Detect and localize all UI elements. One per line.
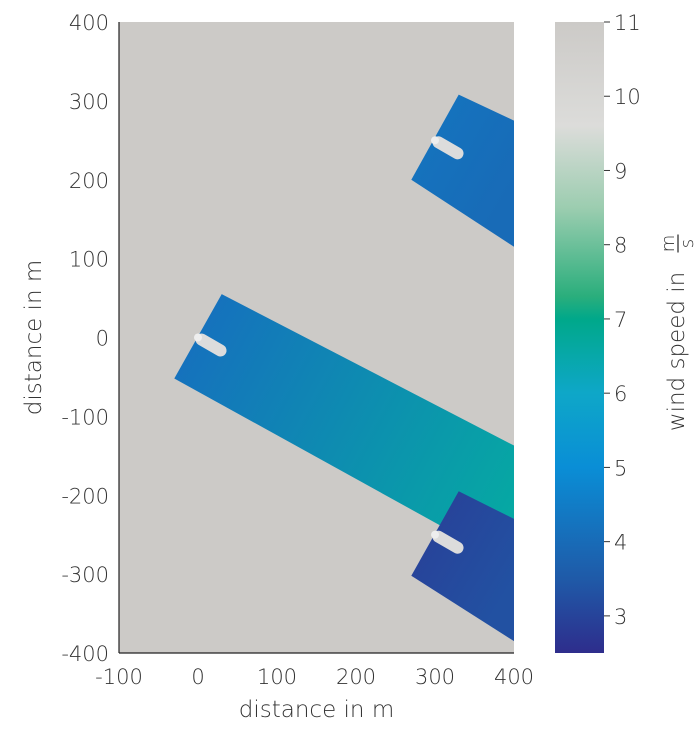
colorbar-tick-label: 9 [614,159,627,183]
y-tick-label: 0 [96,327,109,351]
colorbar-tick-label: 5 [614,456,627,480]
colorbar-tick-label: 3 [614,605,627,629]
colorbar-gradient [555,22,604,653]
y-tick-label: 300 [69,90,109,114]
y-tick-label: 100 [69,248,109,272]
x-tick-label: 0 [191,665,204,689]
colorbar: 11 10 9 8 7 6 5 4 3 wind speed in m s [555,11,698,653]
turbines [194,136,464,554]
x-tick-label: 400 [494,665,534,689]
y-tick-label: -100 [61,405,109,429]
x-tick-label: -100 [95,665,143,689]
x-tick-label: 300 [415,665,455,689]
turbine-icon [431,136,464,160]
colorbar-tick-label: 6 [614,382,627,406]
turbine-icon [194,333,227,357]
y-tick-label: -300 [61,563,109,587]
turbine-hub [431,530,439,539]
y-tick-label: -200 [61,484,109,508]
colorbar-tick-label: 4 [614,531,627,555]
colorbar-unit-numerator: m [658,235,679,253]
plot-area [118,22,514,654]
colorbar-label: wind speed in m s [658,234,698,431]
x-axis-ticks: -100 0 100 200 300 400 [95,665,534,689]
y-axis-ticks: 400 300 200 100 0 -100 -200 -300 -400 [61,11,109,666]
wake-region [411,94,514,247]
y-axis-title: distance in m [21,260,47,415]
y-tick-label: -400 [61,642,109,666]
colorbar-unit-denominator: s [677,239,698,248]
x-tick-label: 100 [257,665,297,689]
x-axis-title: distance in m [239,697,394,723]
colorbar-ticks: 11 10 9 8 7 6 5 4 3 [604,11,641,629]
colorbar-label-text: wind speed in [664,272,690,431]
turbine-nacelle [195,333,227,357]
turbine-hub [194,333,202,342]
colorbar-tick-label: 7 [614,308,627,332]
y-tick-label: 200 [69,169,109,193]
turbine-nacelle [432,136,464,160]
x-tick-label: 200 [336,665,376,689]
turbine-nacelle [432,530,464,554]
colorbar-tick-label: 11 [614,11,641,35]
wake-region [411,491,514,642]
turbine-hub [431,136,439,145]
wake-regions [174,94,514,642]
colorbar-tick-label: 8 [614,234,627,258]
turbine-icon [431,530,464,554]
colorbar-tick-label: 10 [614,85,641,109]
wake-region [174,294,514,567]
y-tick-label: 400 [69,11,109,35]
